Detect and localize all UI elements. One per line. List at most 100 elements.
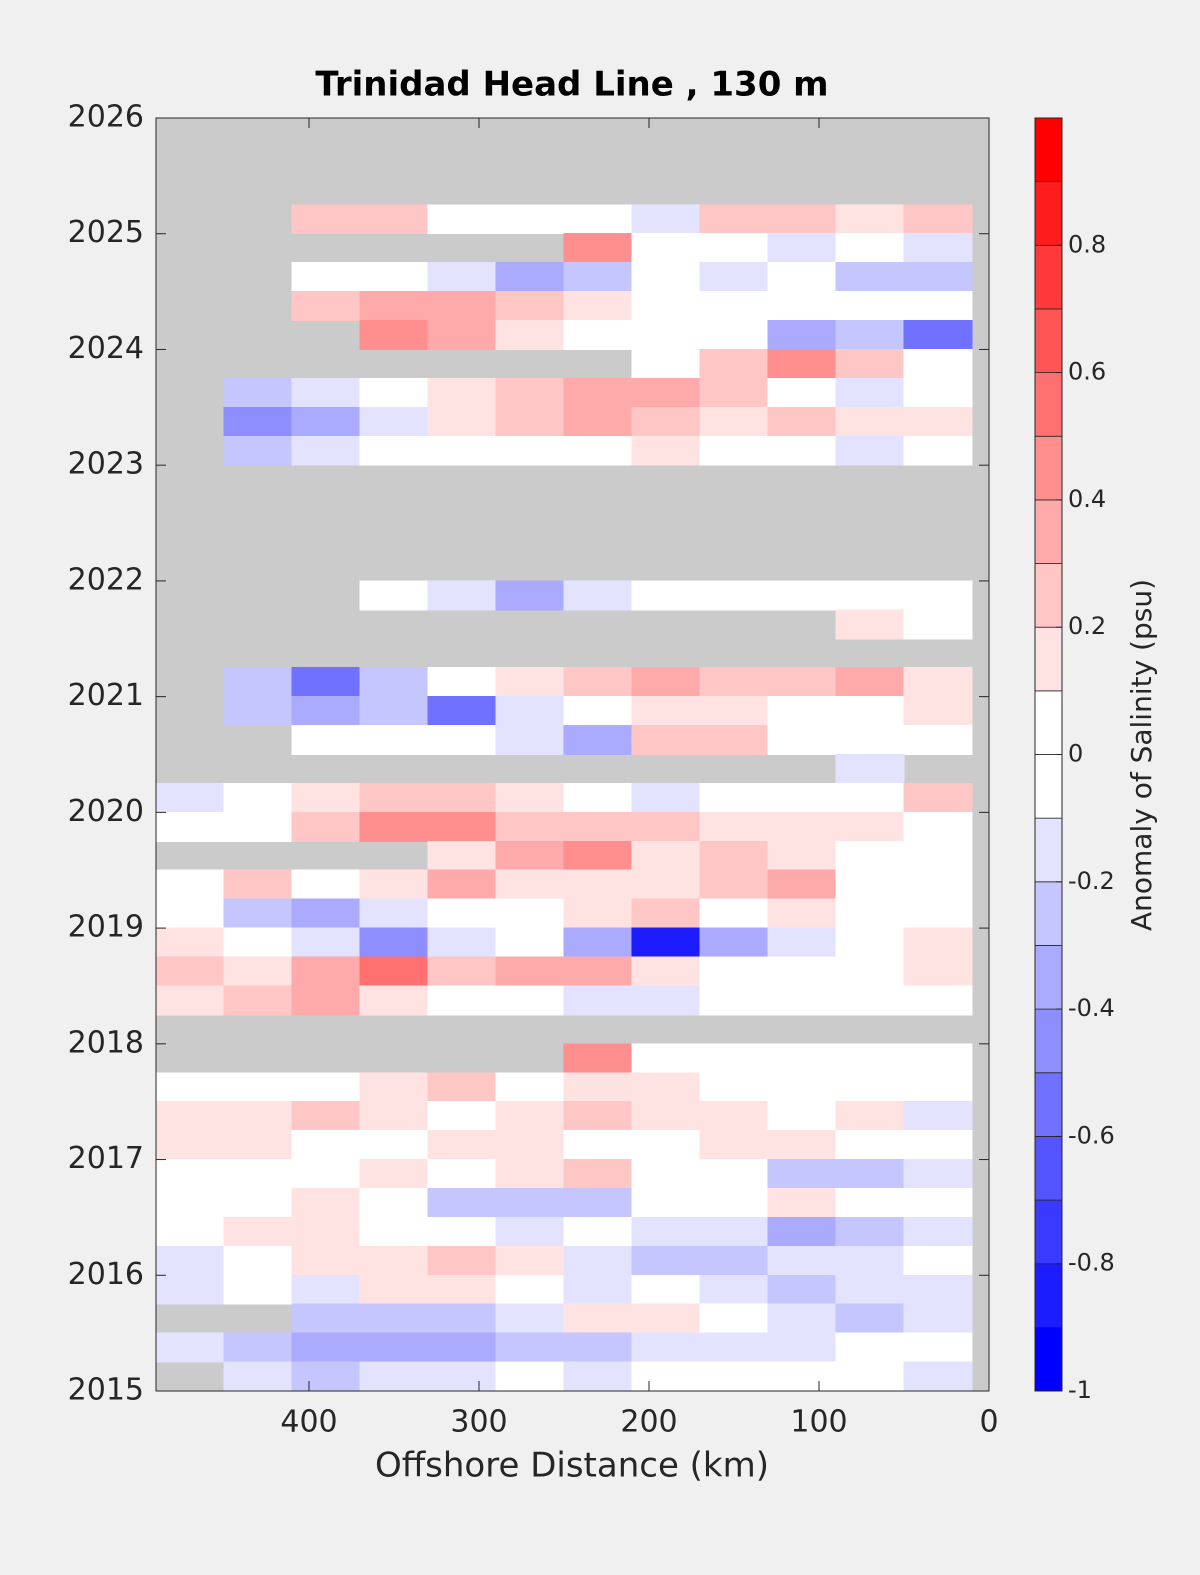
cell <box>427 927 497 958</box>
cell <box>427 1072 497 1103</box>
cell <box>223 1187 293 1218</box>
cell <box>563 1332 633 1363</box>
cell <box>155 782 225 813</box>
cell <box>291 898 361 929</box>
cell <box>223 985 293 1016</box>
cell <box>699 725 769 755</box>
cell <box>155 1101 225 1132</box>
cell <box>427 1332 497 1363</box>
cell <box>835 1130 905 1161</box>
cell <box>767 1043 837 1074</box>
cell <box>495 1245 565 1276</box>
cell <box>835 1274 905 1305</box>
cell <box>903 898 973 929</box>
cell <box>767 348 837 379</box>
cell <box>291 204 361 235</box>
cell <box>359 811 429 842</box>
cell <box>563 927 633 958</box>
cell <box>563 1130 633 1161</box>
cell <box>631 898 701 929</box>
cell <box>427 1274 497 1305</box>
cell <box>631 696 701 727</box>
cell <box>835 1072 905 1103</box>
cell <box>835 609 905 640</box>
cell <box>699 840 769 871</box>
cell <box>903 927 973 958</box>
cell <box>835 811 905 842</box>
colorbar-band <box>1034 754 1063 819</box>
cell <box>427 1245 497 1276</box>
colorbar-tick-label: -0.8 <box>1068 1249 1115 1277</box>
cell <box>903 1043 973 1074</box>
cell <box>631 1274 701 1305</box>
cell <box>563 1361 633 1392</box>
cell <box>699 406 769 437</box>
cell <box>699 1245 769 1276</box>
cell <box>563 782 633 813</box>
y-tick-label: 2020 <box>68 794 144 829</box>
cell <box>155 1274 225 1305</box>
cell <box>359 406 429 437</box>
cell <box>631 782 701 813</box>
cell <box>291 435 361 466</box>
cell <box>835 320 905 350</box>
cell <box>767 811 837 842</box>
cell <box>767 1159 837 1189</box>
cell <box>699 1216 769 1247</box>
cell <box>631 985 701 1016</box>
y-tick-label: 2023 <box>68 447 144 482</box>
cell <box>495 1159 565 1189</box>
cell <box>359 782 429 813</box>
cell <box>631 1043 701 1074</box>
cell <box>291 696 361 727</box>
cell <box>359 435 429 466</box>
cell <box>767 204 837 235</box>
cell <box>359 580 429 611</box>
cell <box>631 1361 701 1392</box>
cell <box>359 898 429 929</box>
cell <box>359 927 429 958</box>
cell <box>903 1130 973 1161</box>
cell <box>699 348 769 379</box>
cell <box>223 956 293 987</box>
cell <box>699 898 769 929</box>
cell <box>223 898 293 929</box>
cell <box>767 406 837 437</box>
cell <box>631 348 701 379</box>
cell <box>631 1130 701 1161</box>
cell <box>767 1274 837 1305</box>
cell <box>563 1303 633 1334</box>
cell <box>699 1130 769 1161</box>
cell <box>495 667 565 698</box>
cell <box>291 811 361 842</box>
cell <box>155 1216 225 1247</box>
cell <box>903 840 973 871</box>
cell <box>903 1101 973 1132</box>
cell <box>563 869 633 900</box>
colorbar-label: Anomaly of Salinity (psu) <box>1125 579 1158 931</box>
cell <box>427 377 497 408</box>
cell <box>155 869 225 900</box>
cell <box>495 1130 565 1161</box>
cell <box>835 667 905 698</box>
plot-frame <box>155 117 990 1392</box>
colorbar-band <box>1034 1008 1063 1074</box>
cell <box>903 435 973 466</box>
cell <box>359 956 429 987</box>
cell <box>699 1303 769 1334</box>
y-tick-label: 2025 <box>68 215 144 250</box>
cell <box>631 1303 701 1334</box>
y-tick-label: 2015 <box>68 1373 144 1408</box>
cell <box>427 667 497 698</box>
colorbar-tick-label: 0 <box>1068 740 1083 768</box>
cell <box>495 377 565 408</box>
cell <box>835 348 905 379</box>
cell <box>495 811 565 842</box>
cell <box>631 204 701 235</box>
cell <box>767 782 837 813</box>
cell <box>427 898 497 929</box>
cell <box>767 1245 837 1276</box>
cell <box>835 840 905 871</box>
cell <box>563 667 633 698</box>
cell <box>903 956 973 987</box>
